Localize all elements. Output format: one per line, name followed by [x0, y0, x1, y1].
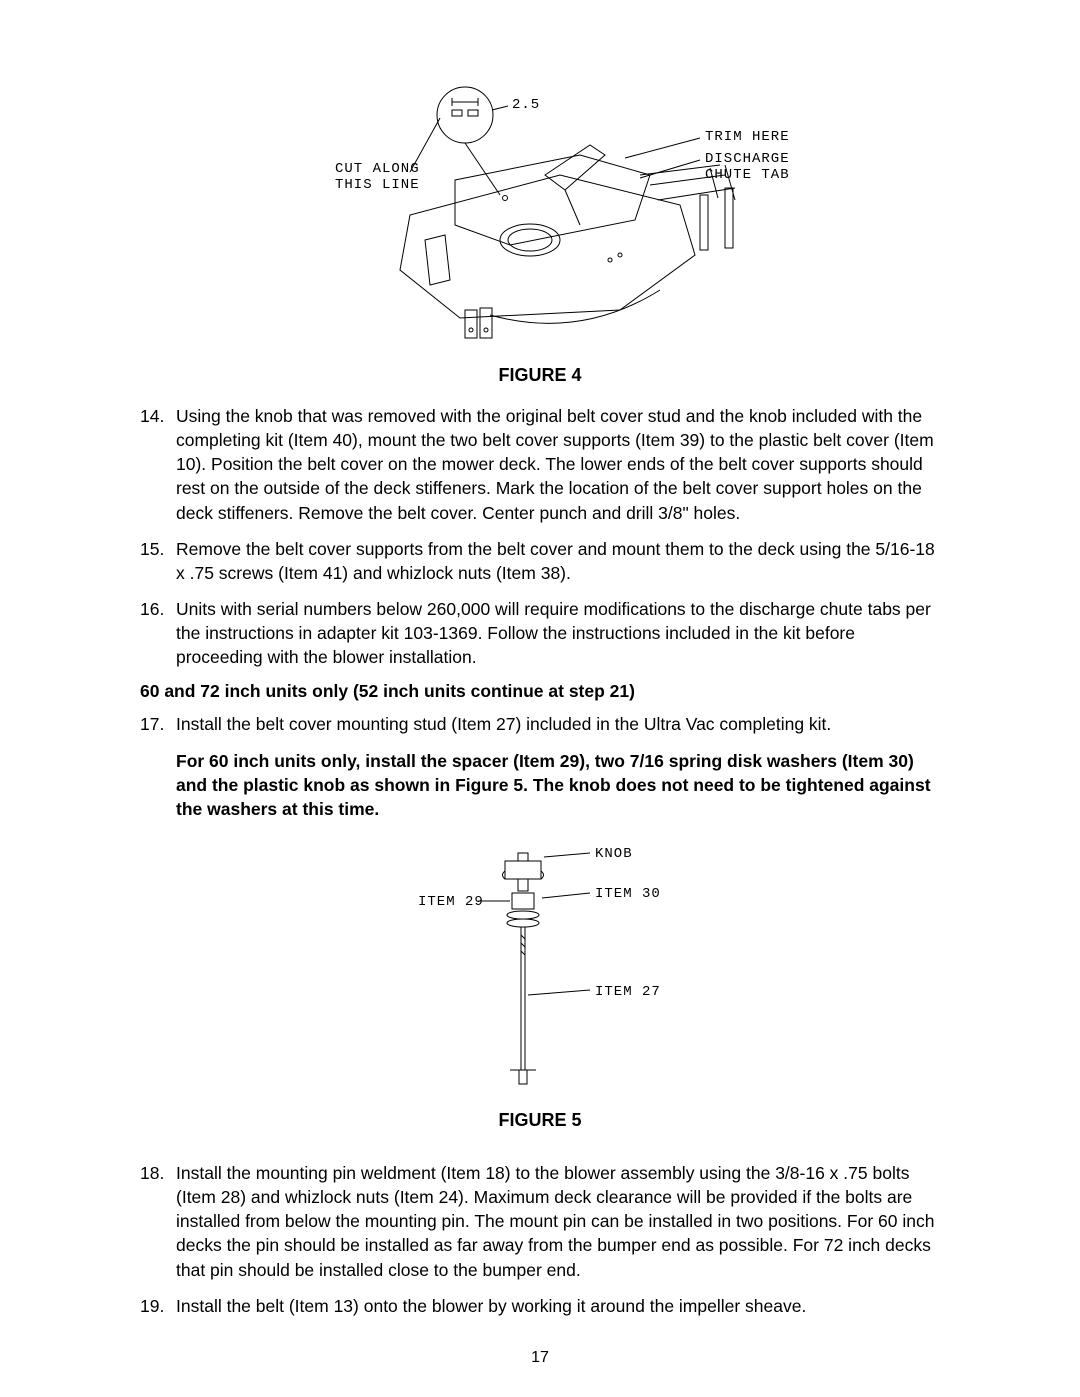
figure-4-caption: FIGURE 4 — [140, 365, 940, 386]
step-15: 15. Remove the belt cover supports from … — [140, 537, 940, 585]
step-16-text: Units with serial numbers below 260,000 … — [176, 599, 931, 667]
step-19-text: Install the belt (Item 13) onto the blow… — [176, 1296, 806, 1316]
fig4-cut-along-1: CUT ALONG — [335, 161, 420, 177]
step-15-text: Remove the belt cover supports from the … — [176, 539, 935, 583]
indent-bold-note: For 60 inch units only, install the spac… — [140, 749, 940, 821]
step-17-text: Install the belt cover mounting stud (It… — [176, 714, 831, 734]
step-19: 19. Install the belt (Item 13) onto the … — [140, 1294, 940, 1318]
step-14: 14. Using the knob that was removed with… — [140, 404, 940, 525]
section-heading-60-72: 60 and 72 inch units only (52 inch units… — [140, 681, 940, 702]
step-15-num: 15. — [140, 537, 164, 561]
fig4-dim-label: 2.5 — [512, 97, 540, 113]
fig4-discharge-1: DISCHARGE — [705, 151, 790, 167]
step-17-num: 17. — [140, 712, 164, 736]
fig5-item30-label: ITEM 30 — [595, 886, 661, 902]
fig4-cut-along-2: THIS LINE — [335, 177, 420, 193]
step-18-num: 18. — [140, 1161, 164, 1185]
fig4-discharge-2: CHUTE TAB — [705, 167, 790, 183]
fig5-item29-label: ITEM 29 — [418, 894, 484, 910]
step-14-text: Using the knob that was removed with the… — [176, 406, 934, 523]
step-14-num: 14. — [140, 404, 164, 428]
step-17: 17. Install the belt cover mounting stud… — [140, 712, 940, 736]
fig5-knob-label: KNOB — [595, 846, 633, 862]
step-16: 16. Units with serial numbers below 260,… — [140, 597, 940, 669]
figure-4-diagram: 2.5 CUT ALONG THIS LINE TRIM HERE DISCHA… — [140, 80, 940, 355]
step-18-text: Install the mounting pin weldment (Item … — [176, 1163, 934, 1280]
fig4-trim-here: TRIM HERE — [705, 129, 790, 145]
step-19-num: 19. — [140, 1294, 164, 1318]
step-18: 18. Install the mounting pin weldment (I… — [140, 1161, 940, 1282]
figure-5-caption: FIGURE 5 — [140, 1110, 940, 1131]
figure-5-diagram: KNOB ITEM 29 ITEM 30 ITEM 27 — [140, 835, 940, 1100]
page-number: 17 — [0, 1349, 1080, 1367]
step-16-num: 16. — [140, 597, 164, 621]
fig5-item27-label: ITEM 27 — [595, 984, 661, 1000]
